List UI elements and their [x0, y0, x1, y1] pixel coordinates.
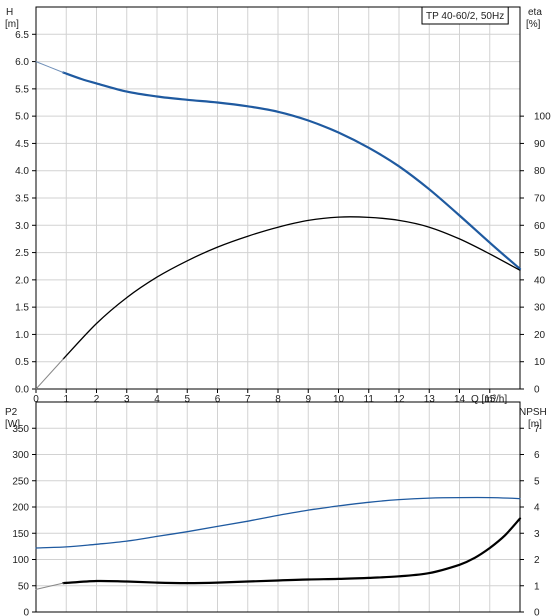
top-series-line-0: [62, 71, 522, 270]
bottom-left-axis-title-2: [W]: [5, 419, 20, 430]
bottom-left-tick-label: 350: [12, 424, 29, 435]
top-right-tick-label: 90: [534, 139, 546, 150]
bottom-left-tick-label: 200: [12, 503, 29, 514]
top-right-tick-label: 40: [534, 275, 546, 286]
bottom-right-tick-label: 2: [534, 555, 540, 566]
bottom-right-tick-label: 5: [534, 476, 540, 487]
x-tick-label: 8: [275, 394, 281, 405]
top-right-tick-label: 100: [534, 112, 551, 123]
x-tick-label: 14: [454, 394, 466, 405]
bottom-left-tick-label: 300: [12, 450, 29, 461]
top-left-tick-label: 1.5: [15, 303, 29, 314]
top-left-tick-label: 4.0: [15, 166, 29, 177]
top-series-line-1: [35, 61, 64, 73]
top-right-tick-label: 70: [534, 194, 546, 205]
top-left-axis-title-1: H: [6, 7, 13, 18]
top-right-tick-label: 20: [534, 330, 546, 341]
bottom-right-axis-title-1: NPSH: [519, 407, 547, 418]
top-left-axis-title-2: [m]: [5, 19, 19, 30]
top-series-line-3: [35, 358, 64, 390]
top-left-tick-label: 6.0: [15, 57, 29, 68]
bottom-series-line-0: [35, 496, 521, 549]
top-left-tick-label: 2.5: [15, 248, 29, 259]
bottom-left-tick-label: 150: [12, 529, 29, 540]
top-left-tick-label: 2.0: [15, 275, 29, 286]
top-left-tick-label: 3.0: [15, 221, 29, 232]
x-tick-label: 10: [333, 394, 345, 405]
top-left-tick-label: 5.0: [15, 112, 29, 123]
x-tick-label: 6: [215, 394, 221, 405]
bottom-right-axis-title-2: [m]: [528, 419, 542, 430]
bottom-right-tick-label: 6: [534, 450, 540, 461]
top-right-tick-label: 50: [534, 248, 546, 259]
top-left-tick-label: 0.5: [15, 357, 29, 368]
bottom-left-axis-title-1: P2: [5, 407, 18, 418]
x-tick-label: 9: [305, 394, 311, 405]
top-left-tick-label: 4.5: [15, 139, 29, 150]
chart-title: TP 40-60/2, 50Hz: [426, 11, 504, 22]
bottom-left-tick-label: 100: [12, 555, 29, 566]
top-right-tick-label: 0: [534, 385, 540, 396]
x-axis-label: Q [m³/h]: [471, 394, 507, 405]
bottom-right-tick-label: 4: [534, 503, 540, 514]
bottom-left-tick-label: 50: [18, 581, 30, 592]
x-tick-label: 3: [124, 394, 130, 405]
top-right-tick-label: 80: [534, 166, 546, 177]
top-left-tick-label: 0.0: [15, 385, 29, 396]
x-tick-label: 0: [33, 394, 39, 405]
x-tick-label: 7: [245, 394, 251, 405]
chart-title-box: [421, 6, 509, 25]
top-left-tick-label: 1.0: [15, 330, 29, 341]
top-left-tick-label: 6.5: [15, 30, 29, 41]
top-series-line-2: [62, 216, 521, 360]
x-tick-label: 5: [184, 394, 190, 405]
bottom-series-line-2: [35, 582, 64, 590]
top-left-tick-label: 5.5: [15, 84, 29, 95]
bottom-series-line-1: [62, 517, 522, 585]
top-right-tick-label: 60: [534, 221, 546, 232]
x-tick-label: 11: [364, 394, 375, 405]
top-left-tick-label: 3.5: [15, 194, 29, 205]
x-tick-label: 1: [63, 394, 69, 405]
x-tick-label: 2: [94, 394, 100, 405]
bottom-right-tick-label: 0: [534, 608, 540, 616]
top-right-axis-title-1: eta: [528, 7, 542, 18]
x-tick-label: 12: [393, 394, 405, 405]
top-right-tick-label: 30: [534, 303, 546, 314]
bottom-right-tick-label: 7: [534, 424, 540, 435]
bottom-right-tick-label: 3: [534, 529, 540, 540]
bottom-right-tick-label: 1: [534, 581, 540, 592]
bottom-left-tick-label: 250: [12, 476, 29, 487]
top-right-axis-title-2: [%]: [526, 19, 541, 30]
top-right-tick-label: 10: [534, 357, 546, 368]
x-tick-label: 4: [154, 394, 160, 405]
x-tick-label: 15: [484, 394, 496, 405]
x-tick-label: 13: [424, 394, 436, 405]
bottom-left-tick-label: 0: [23, 608, 29, 616]
